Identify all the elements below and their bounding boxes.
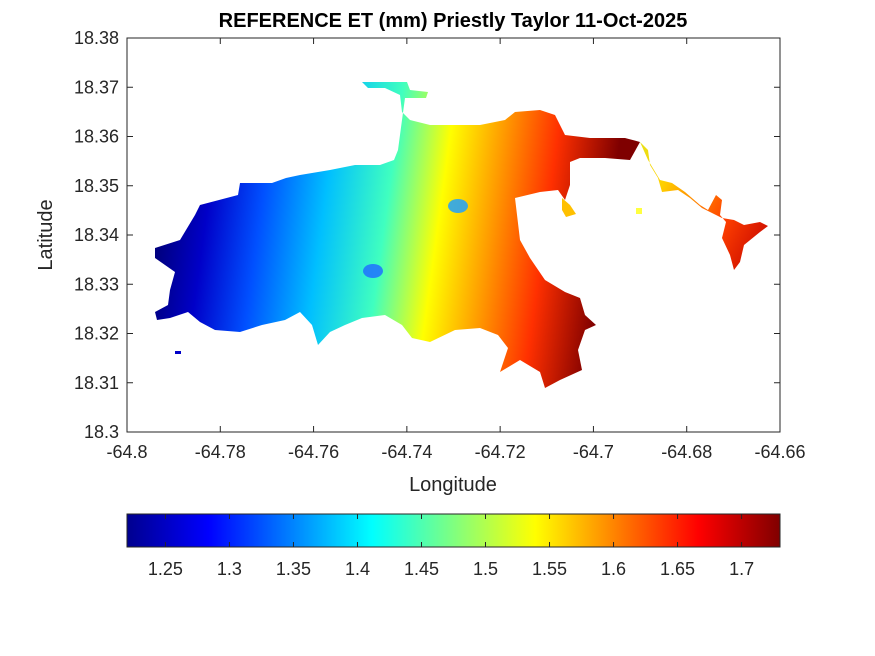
x-tick-label: -64.78 (195, 442, 246, 462)
island-main (155, 82, 640, 388)
colorbar-tick-label: 1.3 (217, 559, 242, 579)
colorbar-tick-label: 1.25 (148, 559, 183, 579)
islet (562, 198, 576, 217)
y-axis-label: Latitude (35, 199, 57, 270)
y-tick-label: 18.3 (84, 422, 119, 442)
x-axis: -64.8 -64.78 -64.76 -64.74 -64.72 -64.7 -64.68… (106, 38, 806, 462)
x-tick-label: -64.68 (661, 442, 712, 462)
colorbar-tick-label: 1.55 (532, 559, 567, 579)
x-tick-label: -64.76 (288, 442, 339, 462)
x-tick-label: -64.8 (106, 442, 147, 462)
x-tick-label: -64.74 (381, 442, 432, 462)
colorbar-ticks: 1.25 1.3 1.35 1.4 1.45 1.5 1.55 1.6 1.65 1.7 (148, 514, 754, 579)
y-tick-label: 18.31 (74, 373, 119, 393)
et-map (155, 82, 768, 388)
x-tick-label: -64.66 (754, 442, 805, 462)
islet (175, 351, 181, 354)
colorbar-tick-label: 1.6 (601, 559, 626, 579)
y-tick-label: 18.35 (74, 176, 119, 196)
colorbar-tick-label: 1.65 (660, 559, 695, 579)
y-tick-label: 18.34 (74, 225, 119, 245)
x-axis-label: Longitude (409, 474, 497, 496)
islet-east (640, 142, 768, 270)
x-tick-label: -64.72 (475, 442, 526, 462)
y-tick-label: 18.32 (74, 324, 119, 344)
colorbar-tick-label: 1.35 (276, 559, 311, 579)
chart-title: REFERENCE ET (mm) Priestly Taylor 11-Oct… (219, 10, 688, 32)
colorbar-tick-label: 1.45 (404, 559, 439, 579)
x-tick-label: -64.7 (573, 442, 614, 462)
colorbar (126, 513, 781, 548)
islet (636, 208, 642, 214)
y-tick-label: 18.36 (74, 127, 119, 147)
y-axis: 18.3 18.31 18.32 18.33 18.34 18.35 18.36 18.37 1… (74, 28, 780, 442)
colorbar-tick-label: 1.4 (345, 559, 370, 579)
cool-spot (448, 199, 468, 213)
cool-spot (363, 264, 383, 278)
y-tick-label: 18.33 (74, 274, 119, 294)
colorbar-tick-label: 1.5 (473, 559, 498, 579)
y-tick-label: 18.37 (74, 77, 119, 97)
colorbar-tick-label: 1.7 (729, 559, 754, 579)
y-tick-label: 18.38 (74, 28, 119, 48)
